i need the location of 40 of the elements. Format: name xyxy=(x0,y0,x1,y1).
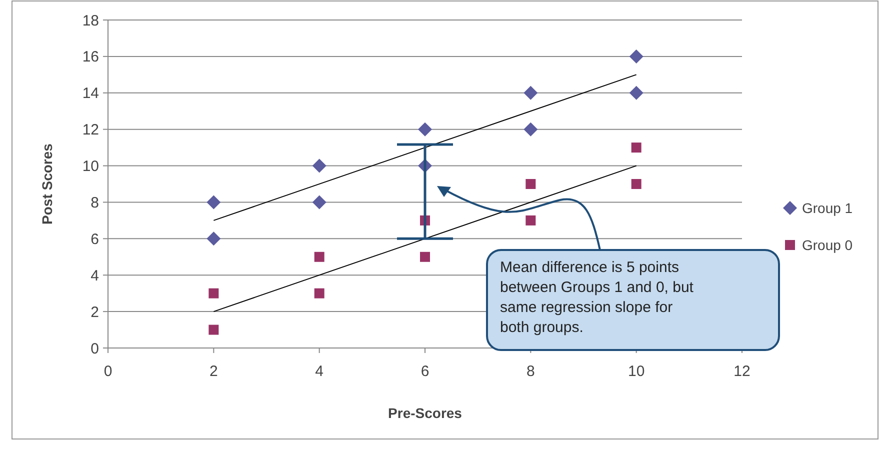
point xyxy=(208,288,219,298)
point xyxy=(314,252,324,262)
point xyxy=(629,86,644,100)
point xyxy=(314,288,324,298)
y-tick-label: 0 xyxy=(90,340,99,358)
x-tick-label: 6 xyxy=(420,363,430,380)
x-tick-label: 10 xyxy=(628,363,645,380)
x-tick-label: 8 xyxy=(526,363,535,380)
point xyxy=(526,179,536,189)
y-tick-label: 2 xyxy=(90,304,99,321)
annotation: Mean difference is 5 points between Groups 1 and 0, but same regression slope for both groups. xyxy=(500,259,694,336)
y-tick-label: 4 xyxy=(90,267,99,284)
point xyxy=(208,324,219,335)
point xyxy=(524,122,538,136)
y-tick-label: 14 xyxy=(82,85,99,102)
point xyxy=(312,158,326,173)
x-axis-title: Pre-Scores xyxy=(388,405,462,421)
point xyxy=(629,49,644,64)
point xyxy=(526,215,536,226)
legend-label: Group 1 xyxy=(802,200,853,216)
point xyxy=(631,179,642,189)
y-axis-title: Post Scores xyxy=(39,143,55,224)
point xyxy=(631,142,642,153)
y-tick-label: 6 xyxy=(90,230,99,248)
y-tick-label: 10 xyxy=(82,158,99,176)
point xyxy=(418,122,432,136)
point xyxy=(206,195,221,210)
x-tick-label: 4 xyxy=(315,363,324,380)
y-tick-label: 16 xyxy=(82,48,99,66)
y-tick-label: 12 xyxy=(82,122,99,139)
point xyxy=(206,232,221,246)
point xyxy=(524,86,538,100)
y-tick-label: 18 xyxy=(82,12,99,30)
x-tick-label: 12 xyxy=(734,363,750,380)
y-tick-label: 8 xyxy=(90,194,99,212)
point xyxy=(312,195,326,210)
x-tick-label: 2 xyxy=(209,363,218,380)
x-tick-label: 0 xyxy=(104,363,112,380)
legend-label: Group 0 xyxy=(802,236,853,253)
point xyxy=(420,252,430,262)
